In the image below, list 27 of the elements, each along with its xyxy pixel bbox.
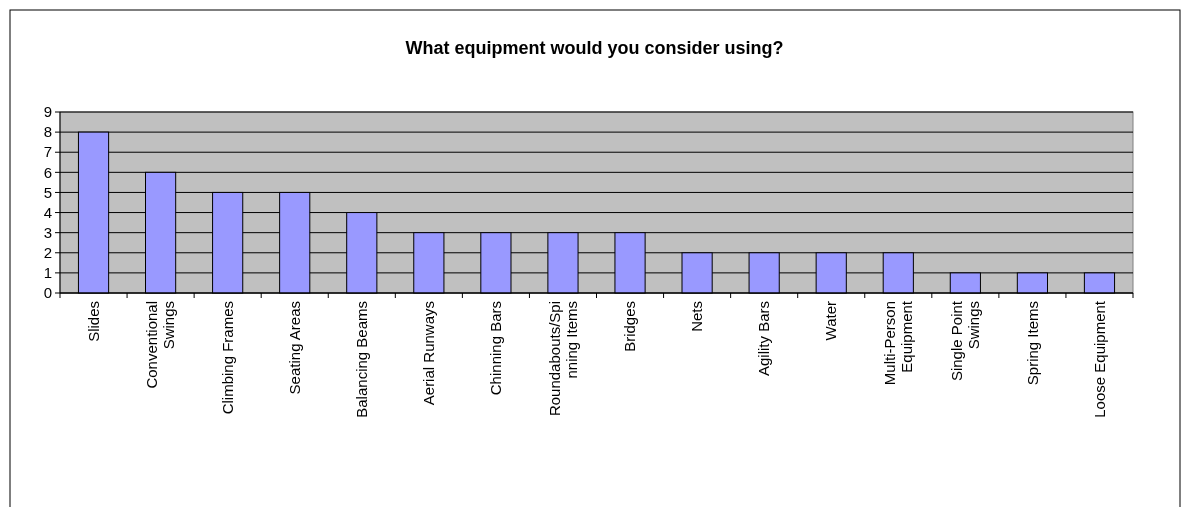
chart-title: What equipment would you consider using? bbox=[405, 38, 784, 58]
x-tick-label: Single Point Swings bbox=[948, 300, 983, 382]
x-tick-label: Nets bbox=[688, 301, 706, 332]
x-tick-label: Bridges bbox=[621, 301, 639, 352]
y-tick-label: 6 bbox=[43, 163, 52, 181]
x-tick-label: Spring Items bbox=[1023, 301, 1041, 386]
x-tick-label: Slides bbox=[84, 301, 102, 342]
y-tick-label: 8 bbox=[43, 123, 52, 141]
y-tick-label: 5 bbox=[43, 183, 52, 201]
x-tick-label: Chinning Bars bbox=[487, 301, 505, 396]
x-tick-label: Water bbox=[822, 301, 840, 341]
x-tick-label: Agility Bars bbox=[755, 301, 773, 377]
x-tick-label: Multi-Person Equipment bbox=[881, 300, 916, 386]
x-tick-label: Balancing Beams bbox=[353, 301, 371, 418]
x-tick-label: Roundabouts/Spinning Items bbox=[545, 301, 580, 417]
y-tick-label: 3 bbox=[43, 223, 52, 241]
y-tick-label: 4 bbox=[43, 203, 52, 221]
x-tick-label: Conventional Swings bbox=[143, 301, 178, 389]
x-tick-label: Seating Areas bbox=[285, 301, 303, 395]
y-tick-label: 7 bbox=[43, 143, 52, 161]
x-tick-label: Climbing Frames bbox=[218, 301, 236, 415]
y-tick-label: 2 bbox=[43, 244, 52, 262]
x-tick-label: Aerial Runways bbox=[420, 301, 438, 406]
y-tick-label: 1 bbox=[43, 264, 52, 282]
y-tick-label: 9 bbox=[43, 103, 52, 121]
y-tick-label: 0 bbox=[43, 284, 52, 302]
x-tick-label: Loose Equipment bbox=[1090, 300, 1108, 418]
